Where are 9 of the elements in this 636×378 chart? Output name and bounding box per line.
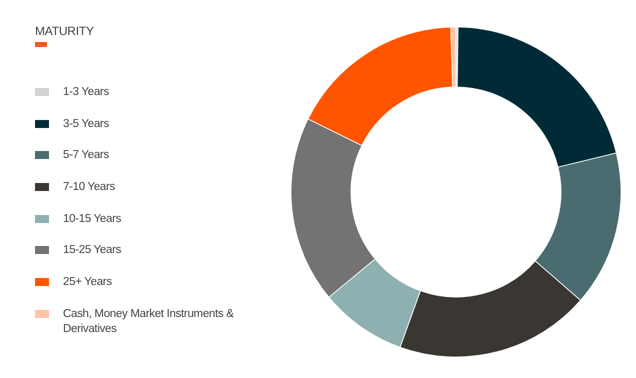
legend-label: 10-15 Years bbox=[63, 212, 122, 227]
legend-label: 25+ Years bbox=[63, 275, 112, 290]
legend-label: 1-3 Years bbox=[63, 85, 109, 100]
legend-label: Cash, Money Market Instruments & Derivatives bbox=[63, 306, 235, 337]
chart-title: MATURITY bbox=[35, 24, 94, 38]
legend-label: 15-25 Years bbox=[63, 243, 122, 258]
legend-label: 5-7 Years bbox=[63, 148, 109, 164]
legend-label: 7-10 Years bbox=[63, 180, 115, 196]
legend-label: 3-5 Years bbox=[63, 116, 109, 132]
